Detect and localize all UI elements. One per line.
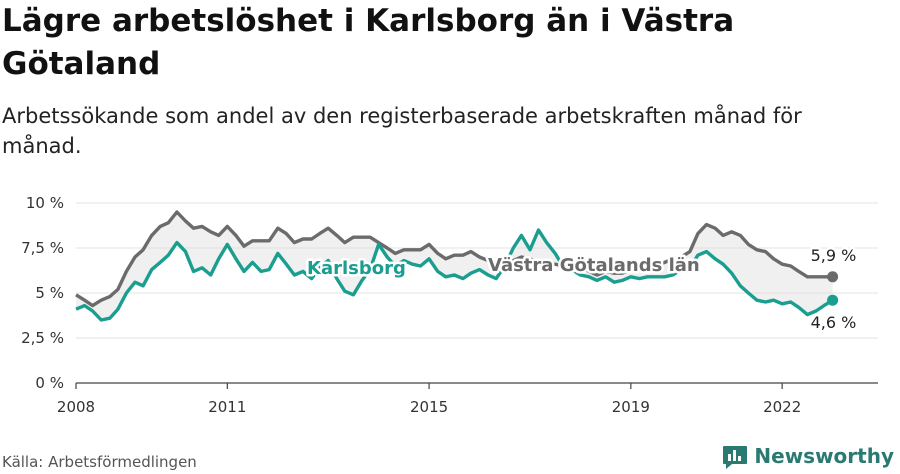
difference-area — [76, 212, 833, 320]
series-line-karlsborg — [75, 228, 834, 322]
series-label-karlsborg: Karlsborg — [307, 258, 406, 279]
brand-logo: Newsworthy — [722, 441, 894, 471]
end-point-vastra-gotaland — [827, 271, 839, 283]
source-text: Källa: Arbetsförmedlingen — [2, 453, 197, 471]
chart-title: Lägre arbetslöshet i Karlsborg än i Väst… — [2, 3, 735, 82]
y-tick-label: 7,5 % — [21, 239, 64, 257]
chart-subtitle: Arbetssökande som andel av den registerb… — [2, 104, 802, 158]
x-tick-label: 2022 — [763, 398, 801, 416]
series-line-vastra-gotaland — [75, 210, 833, 308]
x-tick-label: 2008 — [57, 398, 95, 416]
end-label-karlsborg: 4,6 % — [811, 313, 857, 332]
brand-name: Newsworthy — [754, 444, 894, 468]
series-label-vastra-gotaland: Västra Götalands län — [488, 255, 700, 276]
x-tick-label: 2019 — [612, 398, 650, 416]
y-tick-label: 5 % — [35, 284, 64, 302]
y-tick-label: 10 % — [26, 194, 64, 212]
y-tick-label: 0 % — [35, 374, 64, 392]
x-tick-label: 2015 — [410, 398, 448, 416]
end-point-karlsborg — [827, 294, 839, 306]
x-tick-label: 2011 — [208, 398, 246, 416]
end-label-vastra-gotaland: 5,9 % — [811, 246, 857, 265]
y-tick-label: 2,5 % — [21, 329, 64, 347]
newsworthy-logo-icon — [723, 446, 748, 469]
